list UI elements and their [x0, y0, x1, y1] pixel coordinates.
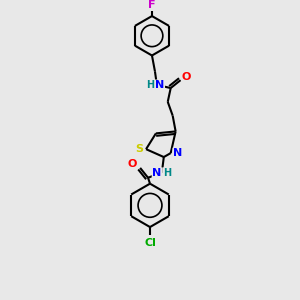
Text: H: H: [146, 80, 154, 90]
Text: N: N: [155, 80, 164, 90]
Text: N: N: [173, 148, 182, 158]
Text: S: S: [135, 144, 143, 154]
Text: Cl: Cl: [144, 238, 156, 248]
Text: N: N: [152, 168, 161, 178]
Text: F: F: [148, 0, 156, 10]
Text: H: H: [163, 168, 171, 178]
Text: O: O: [182, 72, 191, 82]
Text: O: O: [128, 159, 137, 169]
